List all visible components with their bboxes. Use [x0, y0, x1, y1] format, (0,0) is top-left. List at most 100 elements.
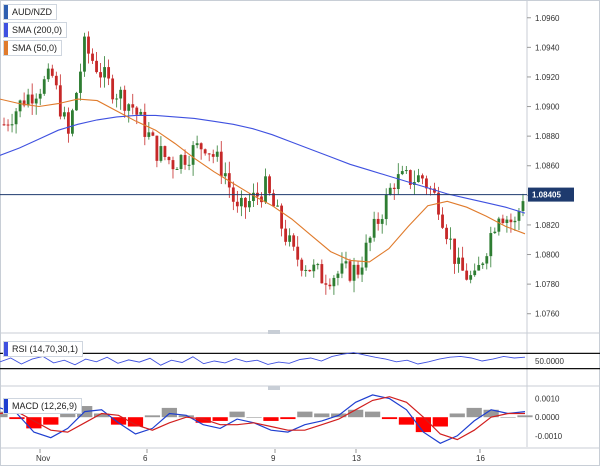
- candle-body: [457, 257, 461, 264]
- macd-histogram-bar: [43, 417, 59, 425]
- candle-body: [252, 192, 255, 202]
- candle-body: [485, 256, 489, 264]
- candle-body: [30, 94, 34, 104]
- macd-tick-label: -0.0010: [535, 432, 563, 441]
- macd-histogram-bar: [178, 415, 194, 418]
- rsi-tick-label: 50.0000: [535, 357, 564, 366]
- candle-body: [489, 233, 493, 257]
- sma200-label: SMA (200,0): [12, 25, 63, 35]
- candle-body: [159, 146, 163, 161]
- candle-body: [348, 261, 352, 281]
- macd-histogram-bar: [93, 413, 110, 418]
- candle-body: [497, 218, 501, 232]
- time-tick-label: 13: [352, 454, 361, 463]
- candle-body: [26, 94, 30, 106]
- candle-body: [10, 124, 14, 126]
- time-tick-label: Nov: [36, 454, 50, 463]
- candle-body: [396, 174, 400, 190]
- macd-histogram-bar: [144, 415, 161, 418]
- candle-body: [340, 263, 344, 274]
- candle-body: [465, 270, 469, 280]
- candle-body: [50, 68, 54, 76]
- candle-body: [288, 235, 292, 242]
- candle-body: [167, 157, 171, 161]
- candle-body: [477, 265, 481, 271]
- candle-body: [388, 187, 392, 195]
- candle-body: [54, 75, 58, 86]
- candle-body: [416, 175, 420, 183]
- candle-body: [123, 89, 127, 111]
- candle-body: [364, 242, 368, 268]
- candle-body: [87, 36, 90, 54]
- candle-body: [243, 197, 247, 208]
- candle-body: [223, 173, 227, 177]
- candle-body: [83, 36, 86, 72]
- candle-body: [360, 267, 364, 275]
- candle-body: [70, 110, 74, 134]
- price-tick-label: 1.0860: [535, 162, 560, 171]
- candle-body: [461, 257, 465, 271]
- symbol-swatch: [4, 5, 8, 19]
- candle-body: [260, 196, 263, 203]
- macd-histogram-bar: [127, 417, 144, 427]
- sma200-badge[interactable]: SMA (200,0): [3, 22, 68, 38]
- sma50-swatch: [4, 41, 8, 55]
- price-tick-label: 1.0780: [535, 280, 560, 289]
- candle-body: [227, 173, 231, 188]
- candle-body: [46, 68, 50, 80]
- candle-body: [312, 264, 316, 272]
- candle-body: [175, 168, 179, 170]
- rsi-swatch: [4, 342, 8, 356]
- candle-body: [493, 231, 497, 234]
- candle-body: [199, 143, 203, 150]
- sma50-badge[interactable]: SMA (50,0): [3, 40, 63, 56]
- candle-body: [38, 93, 42, 99]
- candle-body: [135, 107, 139, 115]
- macd-histogram-bar: [212, 417, 228, 421]
- candle-body: [445, 227, 448, 240]
- last-price-badge: [528, 187, 574, 202]
- macd-histogram-bar: [449, 413, 465, 418]
- candle-body: [131, 104, 135, 108]
- candle-body: [151, 132, 155, 136]
- candle-body: [62, 112, 66, 117]
- candle-body: [248, 201, 251, 208]
- candle-body: [328, 284, 332, 287]
- candle-body: [501, 218, 505, 224]
- macd-signal-line: [0, 396, 525, 441]
- candle-body: [296, 246, 300, 260]
- macd-badge[interactable]: MACD (12,26,9): [3, 398, 83, 414]
- candle-body: [433, 188, 436, 193]
- candle-body: [400, 171, 404, 175]
- macd-histogram-bar: [26, 417, 42, 429]
- rsi-badge[interactable]: RSI (14,70,30,1): [3, 341, 84, 357]
- candle-body: [34, 98, 38, 104]
- macd-histogram-bar: [348, 409, 364, 418]
- time-tick-label: 16: [476, 454, 485, 463]
- candle-body: [384, 194, 388, 220]
- rsi-label: RSI (14,70,30,1): [12, 344, 79, 354]
- candle-body: [107, 67, 111, 79]
- candle-body: [207, 153, 211, 155]
- candle-body: [268, 176, 271, 194]
- macd-swatch: [4, 399, 8, 413]
- panel-resize-handle-2: [268, 386, 280, 390]
- candle-body: [264, 176, 267, 203]
- macd-histogram-bar: [263, 417, 279, 421]
- candle-body: [143, 111, 147, 137]
- candle-body: [22, 100, 26, 106]
- candle-body: [304, 269, 308, 271]
- price-tick-label: 1.0760: [535, 310, 560, 319]
- candle-body: [344, 261, 348, 264]
- symbol-badge[interactable]: AUD/NZD: [3, 4, 57, 20]
- candle-body: [211, 154, 215, 157]
- macd-histogram-bar: [483, 409, 499, 418]
- candle-body: [421, 175, 424, 179]
- macd-histogram-bar: [195, 417, 211, 423]
- candle-body: [147, 132, 151, 137]
- macd-histogram-bar: [500, 417, 516, 418]
- last-price-label: 1.08405: [532, 191, 561, 200]
